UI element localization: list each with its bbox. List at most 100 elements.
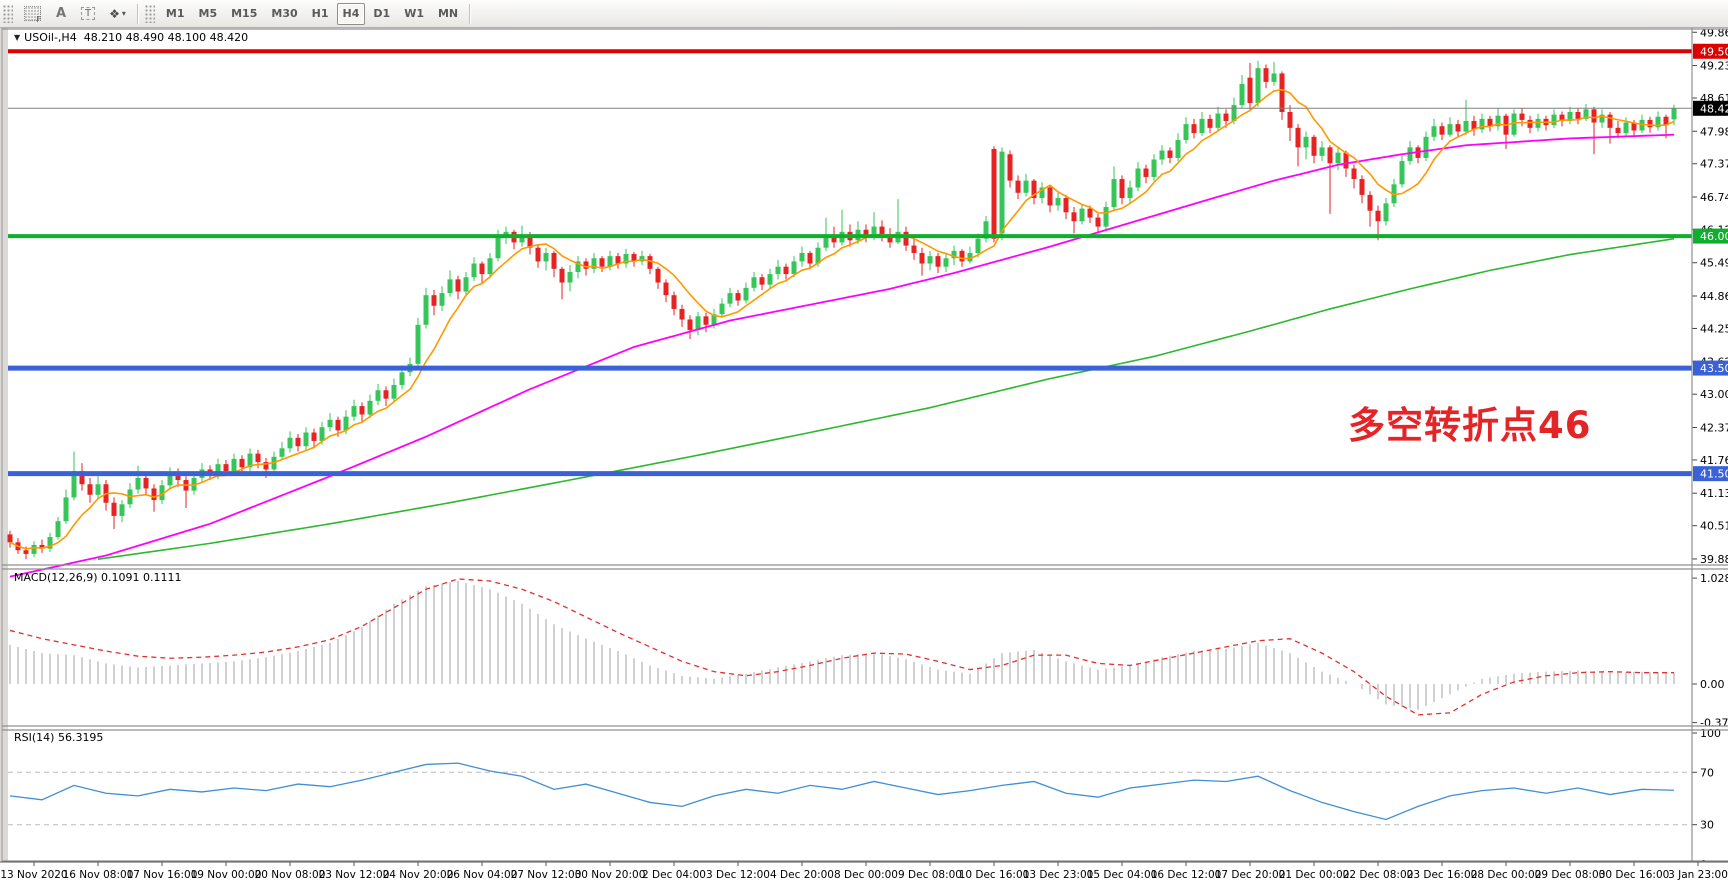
time-axis-label: 28 Dec 00:00 bbox=[1471, 869, 1542, 881]
chevron-down-icon[interactable]: ▾ bbox=[121, 9, 126, 18]
candle-body bbox=[783, 266, 789, 275]
candle-body bbox=[375, 390, 381, 401]
candle-body bbox=[1519, 113, 1525, 120]
toolbar-grip[interactable] bbox=[3, 4, 13, 23]
candle-body bbox=[87, 484, 93, 495]
price-axis-label: 47.985 bbox=[1700, 125, 1728, 138]
timeframe-button-mn[interactable]: MN bbox=[437, 7, 459, 20]
candle-body bbox=[1359, 179, 1365, 195]
time-axis-label: 3 Jan 23:00 bbox=[1668, 869, 1728, 881]
candle-body bbox=[399, 372, 405, 385]
symbol-dropdown-icon[interactable]: ▼ bbox=[14, 33, 21, 42]
candle-body bbox=[1575, 111, 1581, 119]
candle-body bbox=[759, 277, 765, 285]
candle-body bbox=[359, 406, 365, 415]
toolbar-separator-end bbox=[469, 3, 471, 24]
candle-body bbox=[631, 254, 637, 262]
label-tool-button[interactable]: A bbox=[49, 3, 73, 25]
timeframe-button-h1[interactable]: H1 bbox=[311, 7, 329, 20]
candle-body bbox=[1551, 114, 1557, 126]
price-axis-label: 40.515 bbox=[1700, 520, 1728, 533]
timeframe-button-d1[interactable]: D1 bbox=[373, 7, 391, 20]
candle-body bbox=[535, 247, 541, 262]
time-axis-label: 29 Dec 08:00 bbox=[1535, 869, 1606, 881]
candle-body bbox=[1567, 111, 1573, 121]
candle-body bbox=[143, 477, 149, 489]
grid-icon: F bbox=[24, 6, 41, 24]
candle-body bbox=[247, 453, 253, 468]
price-axis-label: 44.865 bbox=[1700, 290, 1728, 303]
candle-body bbox=[47, 537, 53, 549]
candle-body bbox=[767, 274, 773, 285]
candle-body bbox=[919, 252, 925, 264]
candle-body bbox=[1023, 180, 1029, 193]
candle-body bbox=[1191, 124, 1197, 134]
text-tool-button[interactable]: T bbox=[75, 3, 101, 25]
rsi-indicator-label: RSI(14) 56.3195 bbox=[14, 731, 104, 744]
candle-body bbox=[1215, 113, 1221, 128]
candle-body bbox=[383, 390, 389, 399]
candle-body bbox=[167, 473, 173, 486]
snap-grid-tool-button[interactable]: F bbox=[18, 3, 47, 25]
candle-body bbox=[1183, 124, 1189, 140]
candle-body bbox=[431, 295, 437, 306]
candle-body bbox=[55, 521, 61, 538]
candle-body bbox=[1239, 84, 1245, 106]
candle-body bbox=[1063, 198, 1069, 213]
candle-body bbox=[735, 293, 741, 301]
candle-body bbox=[311, 432, 317, 441]
candle-body bbox=[71, 471, 77, 498]
candle-body bbox=[1039, 187, 1045, 199]
candle-body bbox=[831, 235, 837, 243]
candle-body bbox=[1231, 105, 1237, 121]
ma-slow-line bbox=[97, 237, 1675, 561]
candle-body bbox=[303, 432, 309, 447]
timeframe-button-m15[interactable]: M15 bbox=[231, 7, 258, 20]
time-axis-label: 17 Dec 20:00 bbox=[1215, 869, 1286, 881]
candle-body bbox=[711, 314, 717, 325]
candle-body bbox=[1135, 168, 1141, 188]
time-axis-label: 23 Dec 16:00 bbox=[1407, 869, 1478, 881]
timeframe-button-h4[interactable]: H4 bbox=[336, 2, 366, 25]
candle-body bbox=[719, 303, 725, 315]
candle-body bbox=[679, 308, 685, 320]
time-axis-label: 17 Nov 16:00 bbox=[127, 869, 198, 881]
candle-body bbox=[1327, 147, 1333, 164]
candle-body bbox=[871, 226, 877, 238]
candle-body bbox=[1167, 150, 1173, 158]
candle-body bbox=[327, 419, 333, 428]
timeframe-grip[interactable] bbox=[144, 4, 155, 23]
price-axis-label: 41.760 bbox=[1700, 454, 1728, 467]
timeframe-button-m1[interactable]: M1 bbox=[165, 7, 185, 20]
timeframe-button-w1[interactable]: W1 bbox=[404, 7, 424, 20]
candle-body bbox=[999, 151, 1005, 234]
candle-body bbox=[799, 252, 805, 262]
candle-body bbox=[1111, 179, 1117, 208]
rsi-line bbox=[9, 762, 1675, 821]
candle-body bbox=[1295, 127, 1301, 148]
candle-body bbox=[1591, 109, 1597, 123]
candle-body bbox=[31, 544, 37, 554]
time-axis-label: 16 Nov 08:00 bbox=[63, 869, 134, 881]
macd-pane bbox=[9, 578, 1675, 716]
timeframe-button-m5[interactable]: M5 bbox=[198, 7, 218, 20]
candle-body bbox=[743, 287, 749, 301]
timeframe-button-m30[interactable]: M30 bbox=[271, 7, 298, 20]
candle-body bbox=[1223, 113, 1229, 121]
candle-body bbox=[951, 250, 957, 259]
arrows-tool-button[interactable]: ❖ ▾ bbox=[103, 3, 132, 25]
candle-body bbox=[1095, 217, 1101, 227]
candle-body bbox=[159, 485, 165, 501]
candle-body bbox=[815, 247, 821, 264]
candle-body bbox=[807, 252, 813, 264]
candle-body bbox=[727, 293, 733, 304]
chart-text-annotation[interactable]: 多空转折点46 bbox=[1348, 404, 1592, 447]
candle-body bbox=[1335, 152, 1341, 164]
candle-body bbox=[1479, 118, 1485, 130]
candle-body bbox=[527, 235, 533, 248]
candle-body bbox=[1087, 208, 1093, 218]
candle-body bbox=[1527, 119, 1533, 128]
rsi-axis-label: 30 bbox=[1700, 819, 1714, 832]
candle-body bbox=[575, 261, 581, 272]
